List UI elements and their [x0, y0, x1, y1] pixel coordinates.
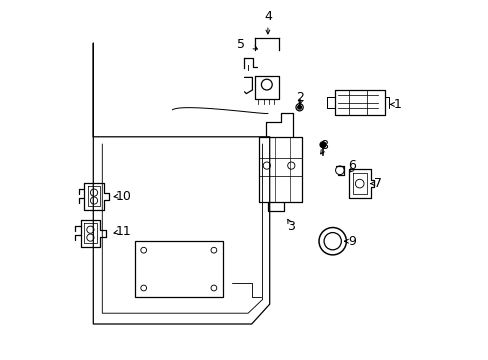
- Text: 8: 8: [319, 139, 327, 152]
- Text: 3: 3: [287, 220, 295, 233]
- Text: 7: 7: [373, 177, 381, 190]
- Text: 9: 9: [348, 235, 356, 248]
- Text: 4: 4: [264, 10, 271, 23]
- Circle shape: [320, 142, 325, 148]
- Bar: [134, 241, 223, 297]
- Text: 2: 2: [296, 91, 304, 104]
- Text: 6: 6: [348, 159, 356, 172]
- Text: 1: 1: [393, 98, 401, 111]
- Circle shape: [297, 105, 301, 109]
- Text: 11: 11: [116, 225, 131, 238]
- Text: 10: 10: [116, 190, 132, 203]
- Text: 5: 5: [236, 39, 244, 51]
